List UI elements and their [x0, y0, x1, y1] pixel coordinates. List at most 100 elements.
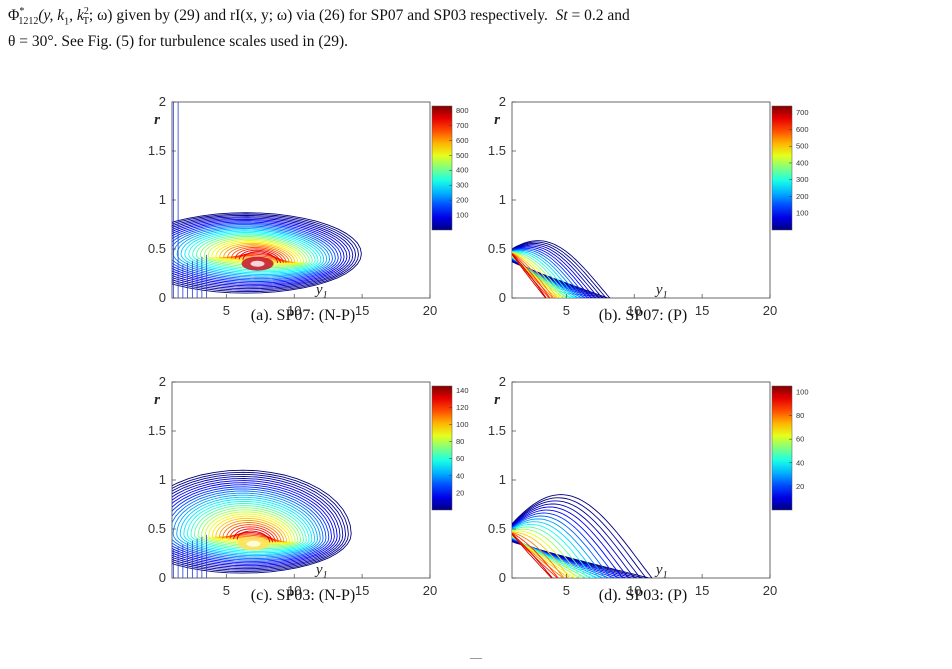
- x-axis-label-sub: 1: [323, 570, 328, 581]
- contour-level: [238, 249, 281, 264]
- y-tick-label: 1.5: [148, 143, 166, 158]
- contour-level: [226, 524, 279, 543]
- y-axis-label: r: [494, 112, 500, 128]
- caption-args-2: , k: [69, 7, 84, 25]
- x-tick-label: 20: [763, 303, 777, 318]
- contour-level: [172, 225, 333, 280]
- contour-level: [172, 217, 351, 288]
- contour-level: [172, 475, 344, 570]
- y-tick-label: 1: [499, 472, 506, 487]
- x-tick-label: 15: [695, 303, 709, 318]
- contour-lines: [172, 102, 362, 298]
- colorbar-tick-label: 100: [796, 387, 809, 396]
- contour-level: [512, 523, 594, 578]
- contour-level: [172, 473, 347, 571]
- subfigure-caption-d: (d). SP03: (P): [598, 587, 688, 604]
- y-tick-label: 0: [499, 570, 506, 585]
- contour-level: [172, 220, 345, 285]
- contour-level: [172, 488, 327, 561]
- x-axis-label-sub: 1: [663, 290, 668, 301]
- colorbar-tick-label: 600: [796, 125, 809, 134]
- caption-sup-2: 2: [83, 6, 89, 17]
- contour-level: [179, 496, 316, 555]
- contour-level: [211, 240, 302, 265]
- contour-level: [176, 494, 318, 557]
- contour-level: [172, 492, 321, 558]
- contour-level: [172, 471, 349, 573]
- colorbar-tick-label: 100: [796, 209, 809, 218]
- colorbar-tick-label: 80: [796, 411, 804, 420]
- contour-level: [176, 228, 328, 277]
- caption-line-2: θ = 30°. See Fig. (5) for turbulence sca…: [8, 33, 349, 51]
- x-tick-label: 20: [763, 583, 777, 598]
- colorbar-tick-label: 500: [456, 151, 469, 160]
- contour-level: [203, 237, 307, 267]
- contour-level: [172, 484, 333, 564]
- caption-args: (y, k: [38, 7, 65, 25]
- colorbar: [431, 385, 453, 511]
- subfigure-caption-b: (b). SP07: (P): [598, 307, 688, 324]
- contour-level: [172, 490, 324, 559]
- contour-level: [183, 498, 313, 554]
- caption-text-1: ; ω) given by (29) and rI(x, y; ω) via (…: [88, 7, 548, 25]
- y-tick-label: 2: [159, 94, 166, 109]
- contour-svg-a: 5 10 15 2000.511.52ry1100200300400500600700…: [148, 94, 469, 318]
- colorbar-tick-label: 200: [796, 192, 809, 201]
- contour-level: [512, 253, 547, 298]
- colorbar-tick-label: 400: [456, 166, 469, 175]
- y-tick-label: 1: [159, 192, 166, 207]
- colorbar-tick-label: 20: [796, 482, 804, 491]
- contour-level: [223, 244, 293, 264]
- contour-level: [172, 480, 338, 567]
- y-tick-label: 1.5: [488, 423, 506, 438]
- colorbar-tick-label: 400: [796, 158, 809, 167]
- contour-level: [236, 530, 271, 543]
- caption-phi: Φ: [8, 7, 20, 25]
- contour-level: [229, 526, 276, 543]
- caption-st: St: [555, 7, 568, 25]
- x-tick-label: 15: [355, 303, 369, 318]
- colorbar-tick-label: 120: [456, 403, 469, 412]
- y-axis-label: r: [154, 392, 160, 408]
- y-tick-label: 0: [159, 290, 166, 305]
- y-tick-label: 1.5: [488, 143, 506, 158]
- contour-lines: [512, 240, 611, 298]
- x-tick-label: 20: [423, 303, 437, 318]
- contour-level: [512, 252, 558, 298]
- colorbar-tick-label: 300: [456, 181, 469, 190]
- y-tick-label: 2: [159, 374, 166, 389]
- colorbar-tick-label: 60: [456, 454, 464, 463]
- contour-level: [512, 533, 553, 578]
- colorbar-tick-label: 20: [456, 488, 464, 497]
- y-tick-label: 0: [499, 290, 506, 305]
- contour-level: [172, 469, 352, 574]
- contour-lines: [172, 469, 352, 578]
- contour-level: [172, 216, 354, 290]
- contour-level: [208, 513, 293, 544]
- caption-sub-1: 1: [64, 16, 70, 28]
- contour-level: [194, 505, 304, 550]
- contour-level: [172, 482, 335, 565]
- contour-level: [233, 528, 274, 543]
- y-axis-label: r: [154, 112, 160, 128]
- colorbar-tick-label: 800: [456, 106, 469, 115]
- x-tick-label: 10: [627, 583, 641, 598]
- x-tick-label: 10: [287, 303, 301, 318]
- caption-sub: 1212: [18, 16, 39, 28]
- subfigure-caption-c: (c). SP03: (N-P): [250, 587, 356, 604]
- x-tick-label: 20: [423, 583, 437, 598]
- figure-caption: Φ*1212(y, k1, k2T; ω) given by (29) and …: [8, 2, 944, 52]
- contour-peak-center: [250, 260, 265, 267]
- contour-level: [234, 248, 284, 263]
- x-axis-label-sub: 1: [663, 570, 668, 581]
- x-tick-label: 10: [627, 303, 641, 318]
- y-tick-label: 1: [499, 192, 506, 207]
- contour-panel-c: 5 10 15 20 0 0.5 1 1.5 2 r y1 20 40 60 80 100 120 140: [130, 370, 570, 640]
- colorbar-tick-label: 40: [796, 458, 804, 467]
- contour-level: [172, 224, 336, 281]
- caption-sub-T: T: [82, 16, 89, 28]
- y-tick-label: 0.5: [488, 241, 506, 256]
